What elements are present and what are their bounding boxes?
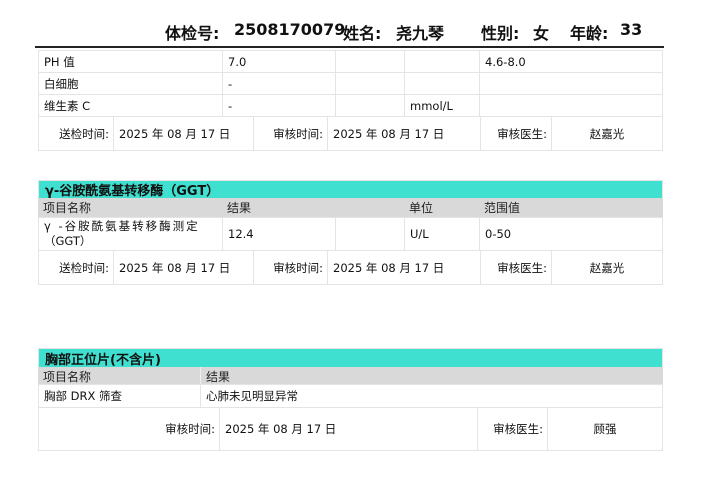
column-header: 结果 — [200, 367, 663, 385]
item-name: γ -谷胺酰氨基转移酶测定 （GGT） — [38, 217, 223, 251]
exam-no: 2508170079 — [234, 20, 346, 39]
patient-name: 尧九琴 — [396, 24, 445, 43]
item-name: 白细胞 — [38, 72, 223, 95]
name-label: 姓名: — [343, 24, 382, 43]
doctor-name: 赵嘉光 — [551, 250, 663, 285]
review-time: 2025 年 08 月 17 日 — [327, 250, 481, 285]
sex: 女 — [533, 24, 550, 43]
send-time: 2025 年 08 月 17 日 — [113, 116, 254, 151]
column-header: 结果 — [222, 198, 404, 217]
age: 33 — [620, 20, 643, 39]
item-range — [479, 72, 663, 95]
item-result: - — [222, 72, 336, 95]
item-unit — [404, 72, 480, 95]
column-header: 单位 — [404, 198, 479, 217]
item-flag — [335, 72, 405, 95]
item-name-line: （GGT） — [44, 234, 92, 248]
column-header: 范围值 — [479, 198, 663, 217]
column-header: 项目名称 — [38, 367, 200, 385]
exam-no-label: 体检号: — [165, 24, 220, 43]
section-title: 胸部正位片(不含片) — [38, 348, 663, 368]
item-range: 4.6-8.0 — [479, 50, 663, 73]
review-time-label: 审核时间: — [253, 250, 328, 285]
doctor-name: 顾强 — [547, 407, 663, 451]
item-flag — [335, 50, 405, 73]
item-result: 7.0 — [222, 50, 336, 73]
item-flag — [335, 217, 405, 251]
send-time-label: 送检时间: — [38, 116, 114, 151]
column-header: 项目名称 — [38, 198, 222, 217]
item-unit — [404, 50, 480, 73]
item-range: 0-50 — [479, 217, 663, 251]
doctor-label: 审核医生: — [477, 407, 548, 451]
item-flag — [335, 94, 405, 117]
item-result: - — [222, 94, 336, 117]
item-name-line: γ -谷胺酰氨基转移酶测定 — [44, 219, 200, 233]
header-divider — [35, 46, 664, 48]
send-time: 2025 年 08 月 17 日 — [113, 250, 254, 285]
item-result: 12.4 — [222, 217, 336, 251]
item-result: 心肺未见明显异常 — [200, 384, 663, 408]
item-name: 维生素 C — [38, 94, 223, 117]
sex-label: 性别: — [481, 24, 520, 43]
item-name: 胸部 DRX 筛查 — [38, 384, 201, 408]
review-time: 2025 年 08 月 17 日 — [327, 116, 481, 151]
section-title: γ-谷胺酰氨基转移酶（GGT） — [38, 180, 663, 199]
item-name: PH 值 — [38, 50, 223, 73]
item-unit: U/L — [404, 217, 480, 251]
doctor-label: 审核医生: — [480, 116, 552, 151]
item-unit: mmol/L — [404, 94, 480, 117]
item-range — [479, 94, 663, 117]
review-time-label: 审核时间: — [38, 407, 220, 451]
review-time-label: 审核时间: — [253, 116, 328, 151]
age-label: 年龄: — [570, 24, 609, 43]
send-time-label: 送检时间: — [38, 250, 114, 285]
doctor-name: 赵嘉光 — [551, 116, 663, 151]
review-time: 2025 年 08 月 17 日 — [219, 407, 478, 451]
doctor-label: 审核医生: — [480, 250, 552, 285]
